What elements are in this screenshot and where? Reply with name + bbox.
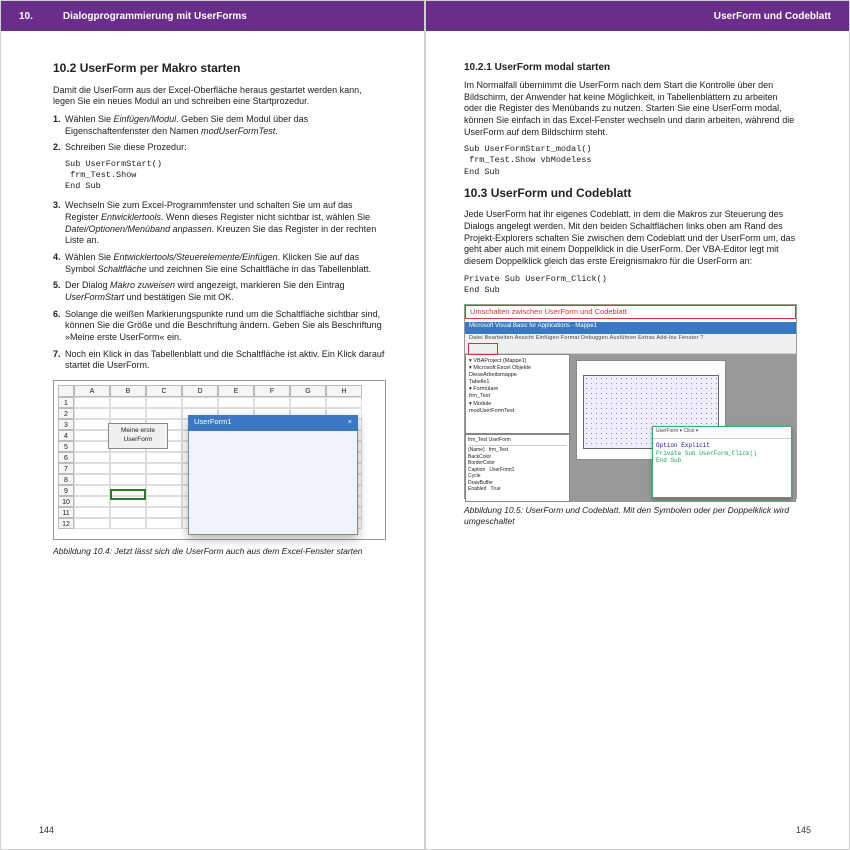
content-left: 10.2 UserForm per Makro starten Damit di… — [1, 31, 424, 849]
vba-menubar[interactable]: Datei Bearbeiten Ansicht Einfügen Format… — [465, 334, 796, 344]
highlight-box — [468, 343, 498, 355]
steps-list: Wählen Sie Einfügen/Modul. Geben Sie dem… — [53, 114, 386, 372]
userform-window[interactable]: UserForm1 × — [188, 415, 358, 535]
step-item: Wählen Sie Entwicklertools/Steuerelement… — [53, 252, 386, 275]
section-heading: 10.2 UserForm per Makro starten — [53, 61, 386, 77]
step-item: Wählen Sie Einfügen/Modul. Geben Sie dem… — [53, 114, 386, 137]
page-number: 145 — [796, 825, 811, 835]
project-explorer[interactable]: ▾ VBAProject (Mappe1) ▾ Microsoft Excel … — [465, 354, 570, 434]
chapter-number: 10. — [19, 11, 33, 22]
step-item: Noch ein Klick in das Tabellenblatt und … — [53, 349, 386, 372]
vba-titlebar: Microsoft Visual Basic for Applications … — [465, 322, 796, 334]
chapter-title: Dialogprogrammierung mit UserForms — [63, 11, 247, 22]
step-item: Der Dialog Makro zuweisen wird angezeigt… — [53, 280, 386, 303]
vba-toolbar[interactable] — [465, 344, 796, 354]
subsection-heading: 10.2.1 UserForm modal starten — [464, 61, 797, 74]
page-header-left: 10. Dialogprogrammierung mit UserForms — [1, 1, 424, 31]
page-header-right: UserForm und Codeblatt — [426, 1, 849, 31]
properties-pane[interactable]: frm_Test UserForm (Name) frm_TestBackCol… — [465, 434, 570, 502]
code-block: Sub UserFormStart_modal() frm_Test.Show … — [464, 144, 797, 177]
page-left: 10. Dialogprogrammierung mit UserForms 1… — [0, 0, 425, 850]
userform-body — [188, 431, 358, 535]
paragraph: Im Normalfall übernimmt die UserForm nac… — [464, 80, 797, 138]
section-heading: 10.3 UserForm und Codeblatt — [464, 186, 797, 202]
page-right: UserForm und Codeblatt 10.2.1 UserForm m… — [425, 0, 850, 850]
step-item: Wechseln Sie zum Excel-Programmfenster u… — [53, 200, 386, 247]
vba-code-window[interactable]: UserForm ▾ Click ▾ Option ExplicitPrivat… — [652, 426, 792, 498]
figure-10-4: ABCDEFGH 123456789101112 Meine erste Use… — [53, 380, 386, 540]
close-icon[interactable]: × — [348, 417, 352, 429]
figure-callout: Umschalten zwischen UserForm und Codebla… — [465, 305, 796, 319]
content-right: 10.2.1 UserForm modal starten Im Normalf… — [426, 31, 849, 849]
code-block: Private Sub UserForm_Click() End Sub — [464, 274, 797, 296]
code-window-header[interactable]: UserForm ▾ Click ▾ — [653, 427, 791, 439]
userform-title: UserForm1 — [194, 417, 232, 429]
step-item: Solange die weißen Markierungspunkte run… — [53, 309, 386, 344]
figure-caption: Abbildung 10.4: Jetzt lässt sich die Use… — [53, 546, 386, 557]
paragraph: Jede UserForm hat ihr eigenes Codeblatt,… — [464, 209, 797, 267]
code-block: Sub UserFormStart() frm_Test.Show End Su… — [65, 159, 386, 192]
figure-caption: Abbildung 10.5: UserForm und Codeblatt. … — [464, 505, 797, 527]
selected-cell — [110, 489, 146, 500]
page-number: 144 — [39, 825, 54, 835]
figure-10-5: Umschalten zwischen UserForm und Codebla… — [464, 304, 797, 499]
section-title: UserForm und Codeblatt — [714, 11, 831, 22]
worksheet-button[interactable]: Meine erste UserForm — [108, 423, 168, 449]
step-item: Schreiben Sie diese Prozedur: — [53, 142, 386, 154]
intro-paragraph: Damit die UserForm aus der Excel-Oberflä… — [53, 85, 386, 108]
